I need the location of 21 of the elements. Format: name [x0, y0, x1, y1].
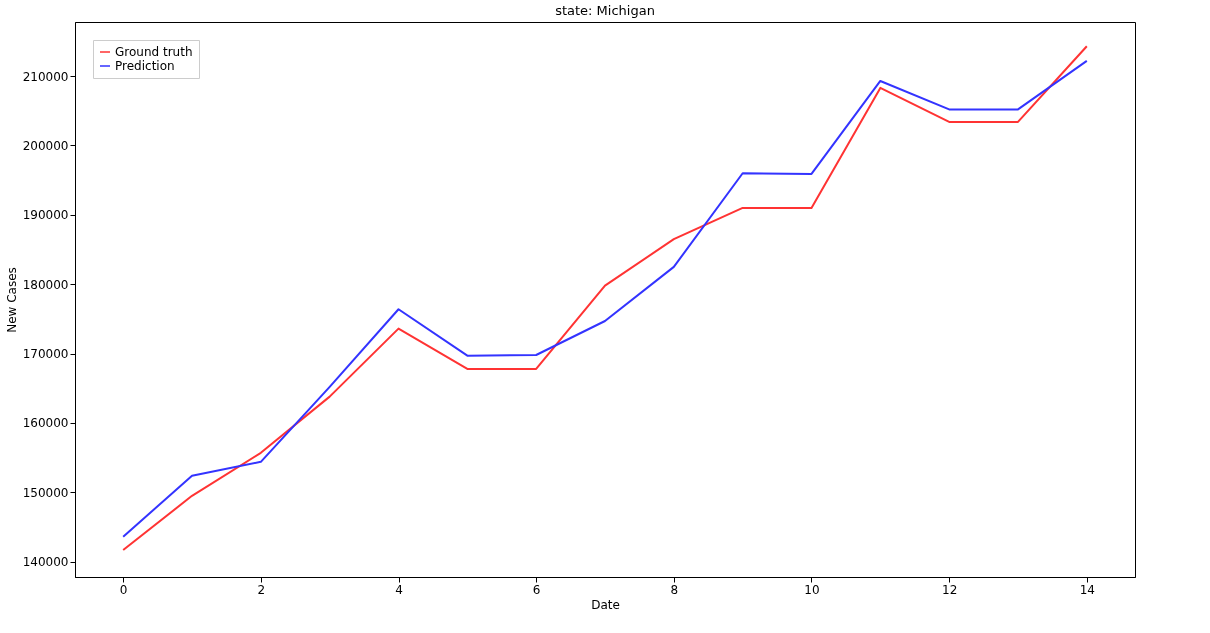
- y-tick-label: 140000: [22, 555, 69, 570]
- x-tick-label: 12: [942, 582, 958, 597]
- y-axis-title: New Cases: [4, 267, 19, 333]
- x-tick-label: 14: [1079, 582, 1095, 597]
- x-tick-label: 4: [395, 582, 403, 597]
- y-tick-label: 160000: [22, 416, 69, 431]
- y-tick-label: 170000: [22, 347, 69, 362]
- x-tick-label: 0: [119, 582, 128, 597]
- x-tick-label: 10: [804, 582, 820, 597]
- y-tick-label: 180000: [22, 277, 69, 292]
- x-tick-label: 6: [532, 582, 541, 597]
- x-axis-title: Date: [591, 597, 620, 612]
- legend-label: Prediction: [115, 59, 175, 73]
- legend-label: Ground truth: [115, 45, 193, 59]
- x-tick-label: 8: [670, 582, 679, 597]
- y-tick-label: 150000: [22, 485, 69, 500]
- chart-title: state: Michigan: [555, 3, 655, 18]
- y-tick-label: 210000: [22, 69, 69, 84]
- y-tick-label: 200000: [22, 138, 69, 153]
- x-tick-label: 2: [257, 582, 266, 597]
- y-tick-label: 190000: [22, 208, 69, 223]
